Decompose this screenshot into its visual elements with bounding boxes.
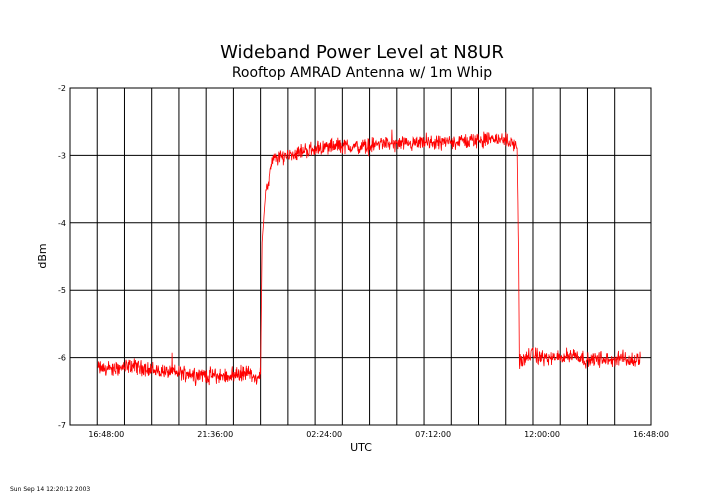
x-tick-label: 16:48:00 (633, 430, 669, 439)
x-tick-label: 16:48:00 (88, 430, 124, 439)
plot-area (69, 87, 652, 426)
y-tick-label: -2 (58, 84, 66, 93)
chart-subtitle: Rooftop AMRAD Antenna w/ 1m Whip (232, 65, 492, 81)
x-axis-label: UTC (350, 441, 372, 454)
timestamp-footer: Sun Sep 14 12:20:12 2003 (10, 486, 90, 493)
x-tick-label: 02:24:00 (306, 430, 342, 439)
y-axis-ticks: -2 -3 -4 -5 -6 -7 (58, 84, 66, 430)
y-tick-label: -7 (58, 421, 66, 430)
x-tick-label: 21:36:00 (197, 430, 233, 439)
y-tick-label: -3 (58, 151, 66, 160)
y-tick-label: -4 (58, 219, 66, 228)
grid-lines (70, 88, 651, 425)
x-tick-label: 07:12:00 (415, 430, 451, 439)
series-group (97, 129, 641, 387)
y-tick-label: -5 (58, 286, 66, 295)
x-tick-label: 12:00:00 (524, 430, 560, 439)
x-axis-ticks: 16:48:00 21:36:00 02:24:00 07:12:00 12:00:00… (88, 430, 669, 439)
y-axis-label: dBm (36, 243, 49, 268)
chart-title: Wideband Power Level at N8UR (220, 42, 504, 63)
y-tick-label: -6 (58, 354, 66, 363)
power-level-series-line (97, 129, 641, 387)
